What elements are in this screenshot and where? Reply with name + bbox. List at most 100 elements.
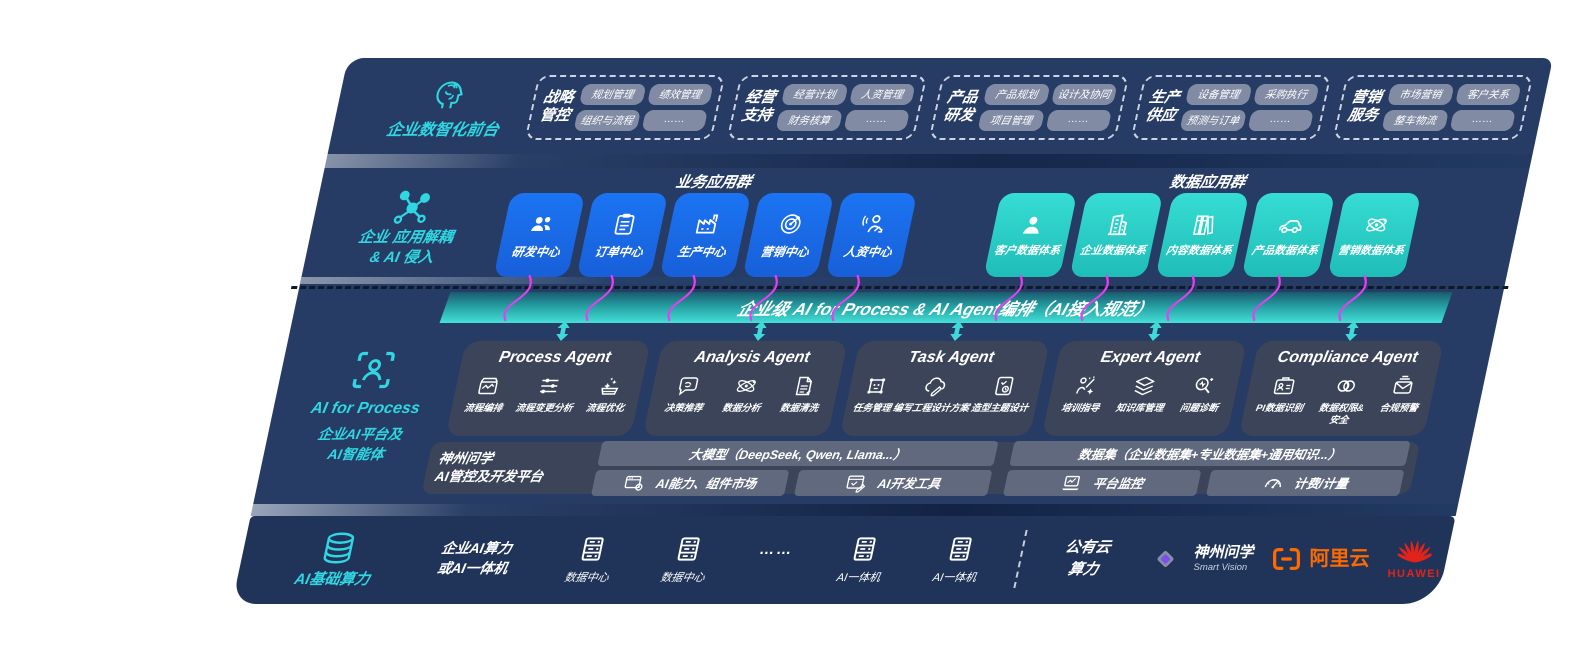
agent-title: Expert Agent [1099,349,1202,366]
chip: 设计及协同 [1050,83,1118,105]
front-office-title: 企业数智化前台 [384,121,501,139]
agent-item: 数据清洗 [779,374,826,415]
band-divider [324,154,1533,168]
double-arrow-icon [753,321,767,341]
server-icon [575,534,611,564]
laptop-chart-icon [1059,472,1086,494]
chip: 产品规划 [983,83,1051,105]
task-agent-card: Task Agent 任务管理 编写工程设计方案 造型主题设计 [840,341,1050,436]
ellipsis-nodes: …… [757,540,796,558]
agent-item: 培训指导 [1060,374,1107,415]
person-icon [1017,212,1049,238]
chip: 整车物流 [1381,109,1449,131]
front-office-band: 企业数智化前台 战略 管控 规划管理 绩效管理 组织与流程 …… [327,58,1553,154]
group-title: 战略 管控 [537,89,576,124]
rings-icon [1332,374,1361,398]
agent-item: 决策推荐 [663,374,710,415]
agent-item: 知识库管理 [1115,374,1171,415]
smartvision-logo-icon [1146,539,1186,579]
mail-alert-icon [1389,374,1418,398]
tool-billing: 计费/计量 [1206,469,1405,496]
group-chips: 产品规划 设计及协同 项目管理 …… [977,83,1118,131]
group-production: 生产 供应 设备管理 采购执行 预测与订单 …… [1130,74,1332,140]
tablet-design-icon [990,374,1019,398]
node-datacenter-2: 数据中心 [642,534,731,585]
chip: …… [1449,109,1517,131]
spark-stack-icon [595,374,624,398]
chip: 人资管理 [848,83,916,105]
sliders-icon [534,374,563,398]
chip: 经营计划 [781,83,849,105]
dashed-divider [1013,530,1028,588]
database-icon [317,530,361,566]
agent-title: Compliance Agent [1275,349,1420,366]
id-card-icon [1270,374,1299,398]
group-chips: 经营计划 人资管理 财务核算 …… [775,83,916,131]
platform-label: 神州问学 AI管控及开发平台 [433,450,545,484]
chip: 项目管理 [977,109,1045,131]
agent-title: Task Agent [906,349,996,366]
expert-agent-card: Expert Agent 培训指导 知识库管理 问题诊断 [1041,341,1247,436]
layers-icon [1130,374,1159,398]
model-column: 大模型（DeepSeek, Qwen, Llama...） AI能力、组件市场 … [591,440,999,496]
group-title: 经营 支持 [739,89,778,124]
chip: …… [1045,109,1113,131]
model-bar: 大模型（DeepSeek, Qwen, Llama...） [597,440,999,466]
books-icon [1189,212,1221,238]
chip: 市场营销 [1387,83,1455,105]
agent-item: 流程优化 [585,374,632,415]
group-marketing: 营销 服务 市场营销 客户关系 整车物流 …… [1332,74,1534,140]
front-office-groups: 战略 管控 规划管理 绩效管理 组织与流程 …… 经营 支持 经营计划 [524,74,1534,140]
chip: …… [641,109,709,131]
business-group-title: 业务应用群 [674,174,753,191]
group-chips: 设备管理 采购执行 预测与订单 …… [1179,83,1320,131]
agent-item: 任务管理 [852,374,899,415]
ai-layer-band: 企业级 AI for Process & AI Agent编排（AI接入规范） … [253,284,1509,504]
group-product: 产品 研发 产品规划 设计及协同 项目管理 …… [928,74,1130,140]
data-group-title: 数据应用群 [1168,174,1247,191]
clipboard-icon [609,211,641,237]
chip: …… [843,109,911,131]
flow-box-icon [473,374,502,398]
agent-item: 问题诊断 [1179,374,1226,415]
factory-icon [692,211,724,237]
group-chips: 市场营销 客户关系 整车物流 …… [1381,83,1522,131]
window-gear-icon [622,472,649,494]
agent-cards: Process Agent 流程编排 流程变更分析 流程优化 [445,341,1444,436]
chip: 组织与流程 [573,109,641,131]
chip: …… [1247,109,1315,131]
tool-ai-devtools: AI开发工具 [794,469,993,496]
doc-clean-icon [789,374,818,398]
group-strategy: 战略 管控 规划管理 绩效管理 组织与流程 …… [524,74,726,140]
bot-grid-icon [862,374,891,398]
vendor-alibaba-cloud: 阿里云 [1272,544,1370,574]
front-office-label: 企业数智化前台 [357,75,539,140]
app-layer-label: 企业 应用解耦 & AI 侵入 [323,188,492,269]
hr-icon [858,211,890,237]
training-icon [1071,374,1100,398]
double-arrow-icon [556,321,570,341]
dataset-column: 数据集（企业数据集+专业数据集+通用知识...） 平台监控 计费/计量 [1003,440,1411,496]
scan-person-icon [347,348,400,392]
node-ai-appliance-2: AI一体机 [914,534,1003,585]
group-operation: 经营 支持 经营计划 人资管理 财务核算 …… [726,74,928,140]
agent-item: 数据权限&安全 [1310,374,1375,427]
server-icon [671,534,707,564]
agent-item: 数据分析 [721,374,768,415]
atom-icon [1361,212,1393,238]
chip: 设备管理 [1185,83,1253,105]
chip: 绩效管理 [646,83,714,105]
chat-idea-icon [674,374,703,398]
double-arrow-icon [950,321,964,341]
server-icon [847,534,883,564]
building-icon [1103,212,1135,238]
agent-title: Analysis Agent [692,349,812,366]
analysis-agent-card: Analysis Agent 决策推荐 数据分析 数据清洗 [642,341,849,436]
chip: 客户关系 [1454,83,1522,105]
main-panel: 企业数智化前台 战略 管控 规划管理 绩效管理 组织与流程 …… [231,58,1553,604]
chip: 采购执行 [1252,83,1320,105]
group-title: 产品 研发 [941,89,980,124]
ai-platform-panel: 神州问学 AI管控及开发平台 大模型（DeepSeek, Qwen, Llama… [421,440,1421,496]
agent-item: 造型主题设计 [970,374,1036,415]
